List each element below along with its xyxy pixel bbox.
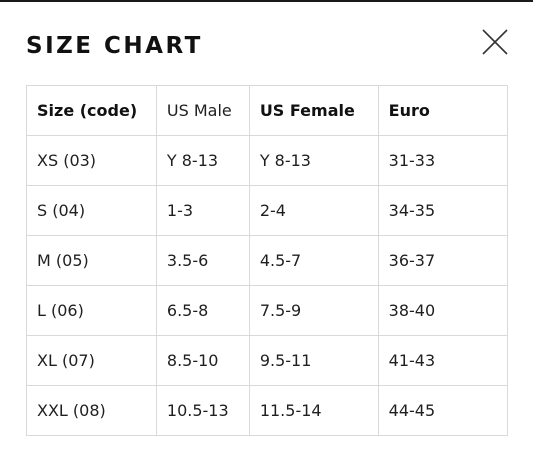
cell-us-female: 2-4: [248, 185, 379, 236]
cell-us-male: 8.5-10: [155, 335, 250, 386]
cell-us-male: 10.5-13: [155, 385, 250, 436]
header-euro: Euro: [377, 85, 509, 136]
cell-us-female: Y 8-13: [248, 135, 379, 186]
cell-us-male: 6.5-8: [155, 285, 250, 336]
table-header-row: Size (code) US Male US Female Euro: [26, 85, 509, 136]
header-us-female: US Female: [248, 85, 379, 136]
cell-size-code: XS (03): [26, 135, 157, 186]
header-us-male: US Male: [155, 85, 250, 136]
top-divider: [0, 0, 533, 2]
table-row: M (05) 3.5-6 4.5-7 36-37: [26, 235, 509, 286]
table-row: L (06) 6.5-8 7.5-9 38-40: [26, 285, 509, 336]
cell-us-male: 3.5-6: [155, 235, 250, 286]
cell-euro: 44-45: [377, 385, 509, 436]
close-icon: [482, 29, 508, 55]
table-row: XS (03) Y 8-13 Y 8-13 31-33: [26, 135, 509, 186]
cell-size-code: M (05): [26, 235, 157, 286]
cell-size-code: XXL (08): [26, 385, 157, 436]
cell-euro: 36-37: [377, 235, 509, 286]
cell-us-female: 4.5-7: [248, 235, 379, 286]
cell-us-female: 11.5-14: [248, 385, 379, 436]
cell-euro: 38-40: [377, 285, 509, 336]
table-row: XL (07) 8.5-10 9.5-11 41-43: [26, 335, 509, 386]
size-chart-table: Size (code) US Male US Female Euro XS (0…: [26, 85, 509, 436]
cell-euro: 41-43: [377, 335, 509, 386]
table-row: XXL (08) 10.5-13 11.5-14 44-45: [26, 385, 509, 436]
cell-size-code: S (04): [26, 185, 157, 236]
cell-euro: 31-33: [377, 135, 509, 186]
cell-euro: 34-35: [377, 185, 509, 236]
header-size-code: Size (code): [26, 85, 157, 136]
cell-size-code: L (06): [26, 285, 157, 336]
cell-us-male: 1-3: [155, 185, 250, 236]
cell-us-male: Y 8-13: [155, 135, 250, 186]
cell-us-female: 7.5-9: [248, 285, 379, 336]
page-title: SIZE CHART: [26, 33, 203, 59]
table-row: S (04) 1-3 2-4 34-35: [26, 185, 509, 236]
cell-size-code: XL (07): [26, 335, 157, 386]
close-button[interactable]: [480, 27, 510, 57]
cell-us-female: 9.5-11: [248, 335, 379, 386]
